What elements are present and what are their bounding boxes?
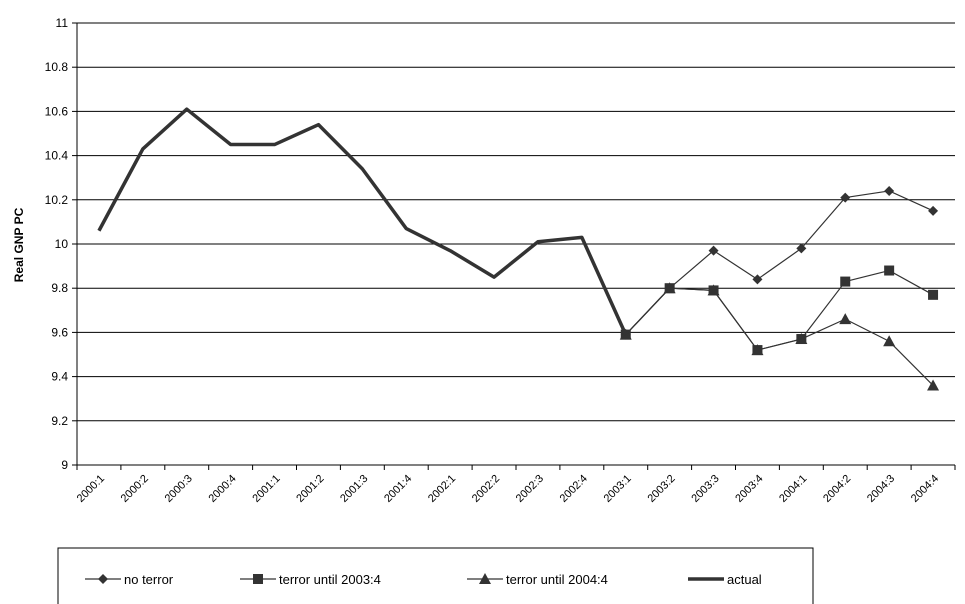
x-tick-label: 2004:3 bbox=[865, 473, 897, 505]
y-tick-labels: 9 9.2 9.4 9.6 9.8 10 10.2 10.4 10.6 10.8 11 bbox=[45, 16, 69, 472]
x-tick-label: 2001:3 bbox=[338, 473, 370, 505]
x-tick-label: 2002:3 bbox=[514, 473, 546, 505]
x-tick-label: 2002:4 bbox=[558, 473, 590, 505]
x-tick-label: 2002:1 bbox=[426, 473, 458, 505]
x-tick-label: 2001:1 bbox=[250, 473, 282, 505]
series-line bbox=[625, 190, 934, 336]
data-point bbox=[840, 276, 851, 287]
x-tick-label: 2003:3 bbox=[689, 473, 721, 505]
x-tick-label: 2003:4 bbox=[733, 473, 765, 505]
legend-label: terror until 2003:4 bbox=[279, 572, 381, 587]
data-point bbox=[751, 344, 764, 356]
legend-box bbox=[57, 547, 814, 604]
y-tick-label: 10 bbox=[55, 237, 69, 251]
x-tick-label: 2004:1 bbox=[777, 473, 809, 505]
axes bbox=[72, 22, 956, 470]
y-tick-label: 9.2 bbox=[51, 414, 68, 428]
data-point bbox=[795, 333, 808, 345]
data-point bbox=[839, 313, 852, 325]
data-point bbox=[708, 245, 719, 256]
x-tick-label: 2004:4 bbox=[909, 473, 941, 505]
data-point bbox=[663, 282, 676, 294]
y-tick-label: 10.8 bbox=[45, 60, 69, 74]
x-tick-label: 2003:1 bbox=[602, 473, 634, 505]
series bbox=[97, 107, 940, 391]
data-point bbox=[928, 289, 939, 300]
data-point bbox=[928, 205, 939, 216]
legend-marker bbox=[98, 574, 108, 584]
legend-label: no terror bbox=[124, 572, 174, 587]
y-tick-label: 9.4 bbox=[51, 370, 68, 384]
legend-marker bbox=[479, 573, 491, 584]
x-tick-label: 2001:2 bbox=[294, 473, 326, 505]
data-point bbox=[796, 243, 807, 254]
data-point bbox=[883, 335, 896, 347]
y-tick-label: 10.4 bbox=[45, 149, 69, 163]
y-axis-title: Real GNP PC bbox=[12, 207, 26, 282]
data-point bbox=[840, 192, 851, 203]
series-terror-until-2004-4 bbox=[619, 282, 940, 391]
data-point bbox=[884, 185, 895, 196]
x-tick-label: 2003:2 bbox=[645, 473, 677, 505]
series-actual bbox=[97, 107, 628, 336]
x-tick-label: 2000:2 bbox=[119, 473, 151, 505]
series-no-terror bbox=[620, 185, 939, 340]
y-tick-label: 10.2 bbox=[45, 193, 69, 207]
x-tick-label: 2001:4 bbox=[382, 473, 414, 505]
data-point bbox=[707, 284, 720, 296]
y-tick-label: 9.8 bbox=[51, 281, 68, 295]
y-tick-label: 10.6 bbox=[45, 104, 69, 118]
legend-marker bbox=[253, 574, 263, 584]
legend-label: actual bbox=[727, 572, 762, 587]
x-tick-label: 2000:4 bbox=[206, 473, 238, 505]
series-line bbox=[97, 107, 628, 336]
data-point bbox=[752, 274, 763, 285]
y-tick-label: 9.6 bbox=[51, 325, 68, 339]
y-tick-label: 9 bbox=[61, 458, 68, 472]
x-tick-label: 2000:3 bbox=[163, 473, 195, 505]
x-tick-label: 2000:1 bbox=[75, 473, 107, 505]
x-tick-label: 2004:2 bbox=[821, 473, 853, 505]
data-point bbox=[927, 379, 940, 391]
data-point bbox=[884, 265, 895, 276]
x-tick-label: 2002:2 bbox=[470, 473, 502, 505]
legend: no terror terror until 2003:4 terror until… bbox=[57, 547, 814, 604]
series-line bbox=[625, 287, 934, 386]
y-tick-label: 11 bbox=[56, 16, 69, 30]
legend-items: no terror terror until 2003:4 terror until… bbox=[85, 572, 762, 587]
x-tick-labels: 2000:1 2000:2 2000:3 2000:4 2001:1 2001:2 2001… bbox=[75, 473, 941, 505]
series-line bbox=[625, 269, 934, 351]
legend-label: terror until 2004:4 bbox=[506, 572, 608, 587]
gridlines bbox=[77, 22, 955, 466]
